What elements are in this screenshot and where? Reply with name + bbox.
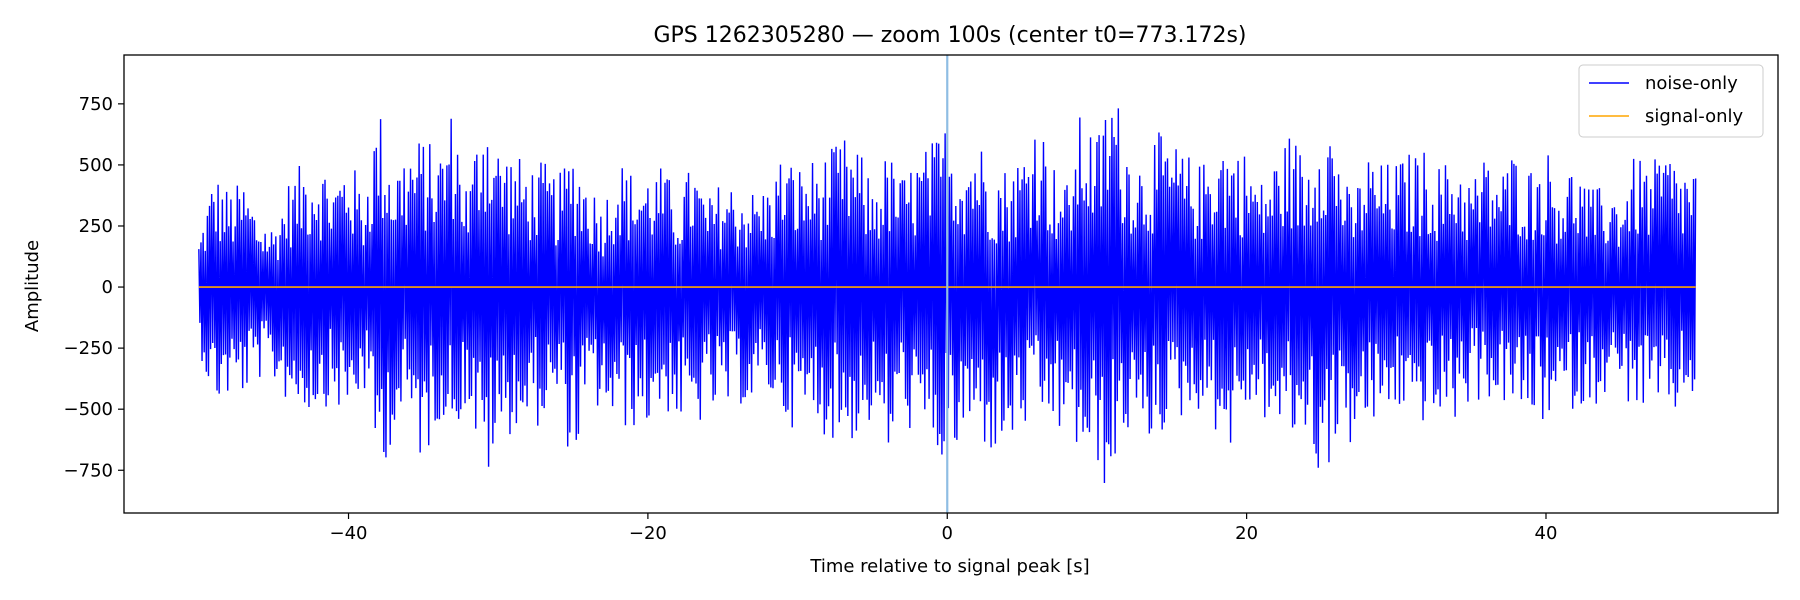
y-tick-label: 0 — [102, 277, 113, 298]
y-tick-label: −750 — [64, 460, 113, 481]
x-tick-label: −40 — [330, 523, 368, 544]
y-tick-label: 750 — [79, 94, 113, 115]
y-axis-label: Amplitude — [22, 240, 43, 332]
y-tick-label: −250 — [64, 338, 113, 359]
x-tick-label: 20 — [1235, 523, 1258, 544]
y-tick-label: 250 — [79, 216, 113, 237]
x-tick-label: 0 — [942, 523, 953, 544]
axes-frame — [123, 54, 1779, 514]
chart-title: GPS 1262305280 — zoom 100s (center t0=77… — [653, 23, 1246, 48]
y-tick-label: −500 — [64, 399, 113, 420]
legend: noise-only signal-only — [1578, 64, 1764, 138]
y-tick-label: 500 — [79, 155, 113, 176]
axes-layer: −40 −20 0 20 40 750 500 250 0 −250 −500 −750 — [64, 54, 1779, 544]
series-layer — [198, 55, 1697, 513]
x-tick-label: 40 — [1535, 523, 1558, 544]
legend-label-signal-only: signal-only — [1645, 106, 1743, 127]
x-axis-label: Time relative to signal peak [s] — [809, 556, 1089, 577]
x-tick-label: −20 — [629, 523, 667, 544]
legend-label-noise-only: noise-only — [1645, 73, 1738, 94]
